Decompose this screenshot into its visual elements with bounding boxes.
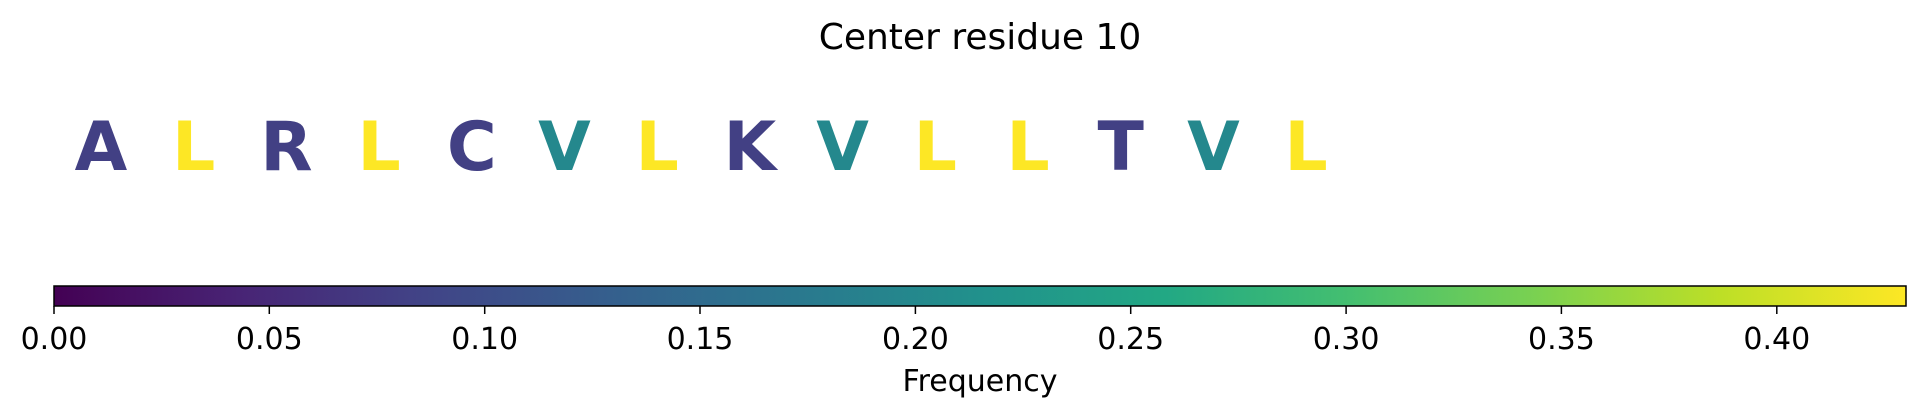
residue-letter-3: R [260, 108, 312, 187]
colorbar-tick-label: 0.35 [1528, 322, 1595, 357]
colorbar-gradient [54, 286, 1906, 306]
residue-letter-14: L [1284, 108, 1327, 187]
colorbar-tick-label: 0.20 [882, 322, 949, 357]
colorbar: 0.00 0.05 0.10 0.15 0.20 0.25 0.30 0.35 0.40 Fre… [21, 285, 1907, 399]
colorbar-tick-label: 0.40 [1743, 322, 1810, 357]
residue-letter-11: L [1006, 108, 1049, 187]
residue-letter-12: T [1098, 108, 1145, 187]
residue-letter-8: K [724, 108, 779, 187]
colorbar-tick-label: 0.15 [667, 322, 734, 357]
colorbar-tick-label: 0.10 [451, 322, 518, 357]
residue-letter-10: L [914, 108, 957, 187]
colorbar-tick-label: 0.25 [1097, 322, 1164, 357]
residue-letter-5: C [447, 108, 497, 187]
colorbar-tick-label: 0.30 [1313, 322, 1380, 357]
chart-title: Center residue 10 [819, 17, 1142, 58]
residue-letter-7: L [636, 108, 679, 187]
colorbar-frame [53, 285, 1907, 307]
residue-letter-13: V [1187, 108, 1240, 187]
residue-letter-2: L [172, 108, 215, 187]
colorbar-axis-label: Frequency [903, 364, 1058, 399]
residue-letter-1: A [75, 108, 128, 187]
residue-letter-6: V [538, 108, 591, 187]
colorbar-ticks: 0.00 0.05 0.10 0.15 0.20 0.25 0.30 0.35 0.40 [21, 306, 1810, 357]
colorbar-tick-label: 0.05 [236, 322, 303, 357]
colorbar-tick-label: 0.00 [21, 322, 88, 357]
residue-letter-4: L [357, 108, 400, 187]
residue-letter-9: V [816, 108, 869, 187]
